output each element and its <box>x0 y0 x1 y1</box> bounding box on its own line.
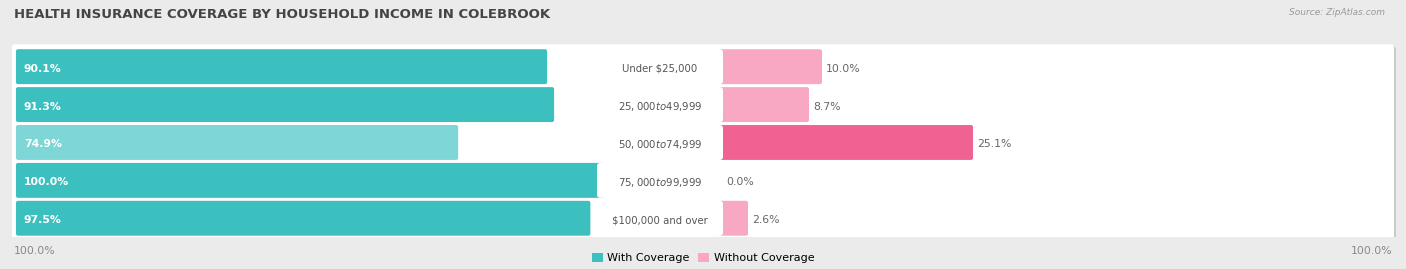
Text: 90.1%: 90.1% <box>24 64 62 74</box>
Text: 100.0%: 100.0% <box>24 177 69 187</box>
Text: HEALTH INSURANCE COVERAGE BY HOUSEHOLD INCOME IN COLEBROOK: HEALTH INSURANCE COVERAGE BY HOUSEHOLD I… <box>14 8 550 21</box>
FancyBboxPatch shape <box>598 163 723 198</box>
FancyBboxPatch shape <box>14 122 1396 167</box>
FancyBboxPatch shape <box>598 87 723 122</box>
FancyBboxPatch shape <box>14 160 1396 205</box>
FancyBboxPatch shape <box>718 87 808 122</box>
FancyBboxPatch shape <box>13 44 1393 89</box>
FancyBboxPatch shape <box>15 201 591 236</box>
FancyBboxPatch shape <box>14 84 1396 129</box>
FancyBboxPatch shape <box>15 163 605 198</box>
FancyBboxPatch shape <box>14 198 1396 243</box>
FancyBboxPatch shape <box>13 120 1393 165</box>
FancyBboxPatch shape <box>15 87 554 122</box>
FancyBboxPatch shape <box>15 49 547 84</box>
Text: 100.0%: 100.0% <box>14 246 56 256</box>
Text: Under $25,000: Under $25,000 <box>623 64 697 74</box>
Text: $50,000 to $74,999: $50,000 to $74,999 <box>617 138 702 151</box>
FancyBboxPatch shape <box>15 125 458 160</box>
FancyBboxPatch shape <box>718 49 823 84</box>
Text: 25.1%: 25.1% <box>977 139 1011 150</box>
Text: 2.6%: 2.6% <box>752 215 779 225</box>
FancyBboxPatch shape <box>13 82 1393 127</box>
Legend: With Coverage, Without Coverage: With Coverage, Without Coverage <box>592 253 814 263</box>
FancyBboxPatch shape <box>598 201 723 236</box>
FancyBboxPatch shape <box>598 125 723 160</box>
Text: 97.5%: 97.5% <box>24 215 62 225</box>
FancyBboxPatch shape <box>13 196 1393 241</box>
Text: $75,000 to $99,999: $75,000 to $99,999 <box>617 176 702 189</box>
FancyBboxPatch shape <box>718 201 748 236</box>
FancyBboxPatch shape <box>14 46 1396 91</box>
FancyBboxPatch shape <box>13 158 1393 203</box>
FancyBboxPatch shape <box>598 49 723 84</box>
Text: 100.0%: 100.0% <box>1350 246 1392 256</box>
Text: 91.3%: 91.3% <box>24 102 62 112</box>
Text: Source: ZipAtlas.com: Source: ZipAtlas.com <box>1289 8 1385 17</box>
FancyBboxPatch shape <box>718 125 973 160</box>
Text: 74.9%: 74.9% <box>24 139 62 150</box>
Text: 8.7%: 8.7% <box>813 102 841 112</box>
Text: $25,000 to $49,999: $25,000 to $49,999 <box>617 100 702 113</box>
Text: 0.0%: 0.0% <box>725 177 754 187</box>
Text: 10.0%: 10.0% <box>825 64 860 74</box>
Text: $100,000 and over: $100,000 and over <box>612 215 707 225</box>
